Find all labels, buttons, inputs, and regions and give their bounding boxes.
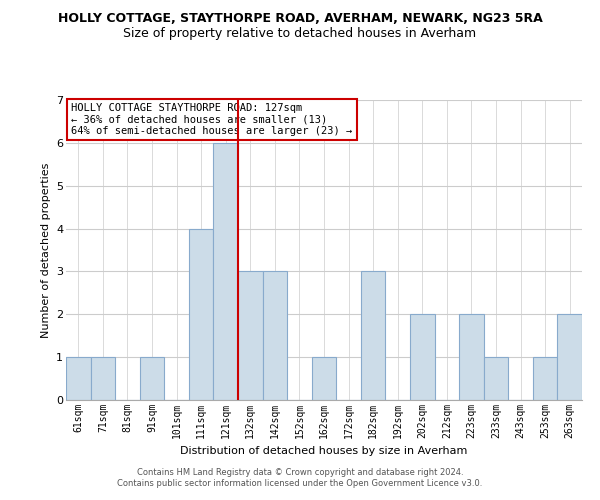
X-axis label: Distribution of detached houses by size in Averham: Distribution of detached houses by size … — [181, 446, 467, 456]
Y-axis label: Number of detached properties: Number of detached properties — [41, 162, 50, 338]
Bar — [459, 314, 484, 400]
Bar — [263, 272, 287, 400]
Bar — [91, 357, 115, 400]
Bar — [361, 272, 385, 400]
Bar — [140, 357, 164, 400]
Text: Size of property relative to detached houses in Averham: Size of property relative to detached ho… — [124, 28, 476, 40]
Bar — [312, 357, 336, 400]
Bar — [66, 357, 91, 400]
Text: Contains HM Land Registry data © Crown copyright and database right 2024.
Contai: Contains HM Land Registry data © Crown c… — [118, 468, 482, 487]
Bar — [238, 272, 263, 400]
Bar — [557, 314, 582, 400]
Bar — [410, 314, 434, 400]
Bar — [214, 143, 238, 400]
Text: HOLLY COTTAGE, STAYTHORPE ROAD, AVERHAM, NEWARK, NG23 5RA: HOLLY COTTAGE, STAYTHORPE ROAD, AVERHAM,… — [58, 12, 542, 26]
Text: HOLLY COTTAGE STAYTHORPE ROAD: 127sqm
← 36% of detached houses are smaller (13)
: HOLLY COTTAGE STAYTHORPE ROAD: 127sqm ← … — [71, 103, 352, 136]
Bar — [189, 228, 214, 400]
Bar — [533, 357, 557, 400]
Bar — [484, 357, 508, 400]
